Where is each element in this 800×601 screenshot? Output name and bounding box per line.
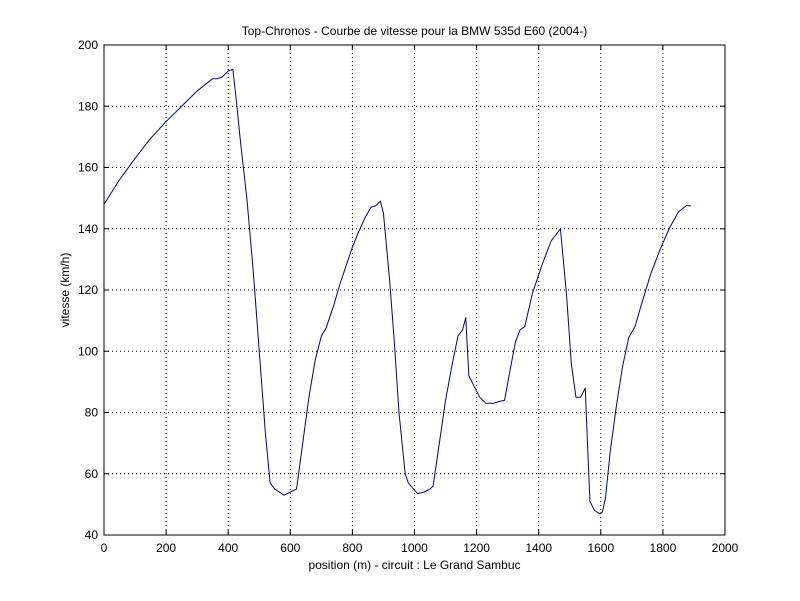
y-tick-label: 120: [78, 283, 98, 297]
y-tick-label: 60: [85, 467, 99, 481]
series-layer: [103, 69, 691, 515]
x-tick-label: 1400: [525, 541, 552, 555]
y-tick-label: 180: [78, 99, 98, 113]
x-tick-label: 1000: [401, 541, 428, 555]
x-tick-label: 1600: [587, 541, 614, 555]
chart-title: Top-Chronos - Courbe de vitesse pour la …: [242, 24, 588, 38]
y-axis-label: vitesse (km/h): [58, 253, 72, 328]
y-tick-label: 200: [78, 38, 98, 52]
y-tick-label: 140: [78, 222, 98, 236]
x-tick-label: 2000: [712, 541, 739, 555]
y-tick-label: 160: [78, 161, 98, 175]
x-tick-label: 1800: [650, 541, 677, 555]
x-tick-label: 200: [156, 541, 176, 555]
speed-series-line: [103, 69, 691, 515]
x-tick-label: 400: [218, 541, 238, 555]
y-tick-label: 100: [78, 344, 98, 358]
axis-ticks: 0 200 400 600 800 1000 1200 1400 1600 1800 2000 40 6…: [78, 38, 739, 555]
x-tick-label: 1200: [463, 541, 490, 555]
y-tick-label: 40: [85, 528, 99, 542]
x-axis-label: position (m) - circuit : Le Grand Sambuc: [308, 558, 520, 572]
grid: [104, 45, 725, 535]
x-tick-label: 600: [280, 541, 300, 555]
x-tick-label: 800: [342, 541, 362, 555]
x-tick-label: 0: [101, 541, 108, 555]
y-tick-label: 80: [85, 406, 99, 420]
